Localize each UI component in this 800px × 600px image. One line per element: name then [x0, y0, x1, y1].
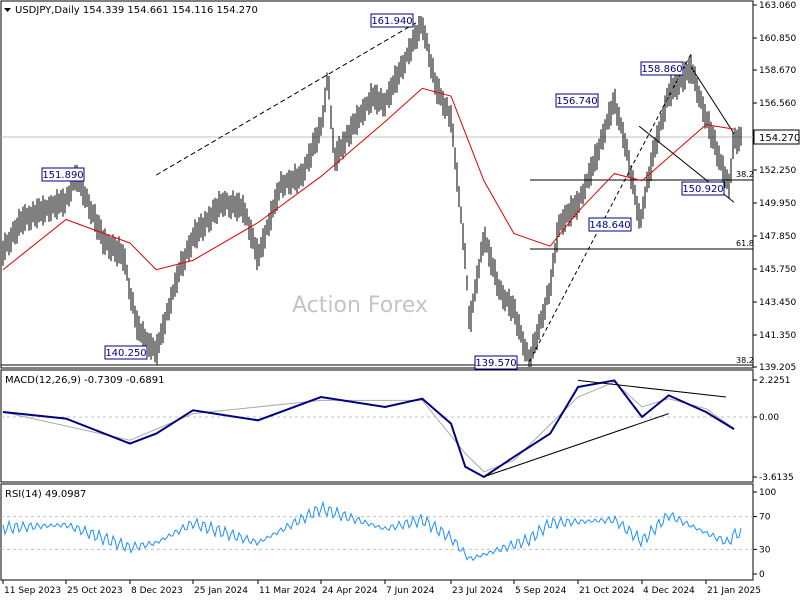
price-axis-label: 147.850 [759, 232, 796, 242]
macd-layer: 2.2251 0.00 -3.6135 [1, 376, 794, 483]
price-axis-label: 163.060 [759, 1, 796, 11]
dropdown-icon[interactable] [4, 8, 11, 12]
upper-channel-line [690, 66, 735, 134]
price-annotation-label: 139.570 [475, 358, 516, 369]
rsi-axis-label: 30 [759, 545, 771, 555]
price-annotation-label: 150.920 [682, 184, 723, 195]
macd-line [2, 379, 735, 479]
time-axis-label: 25 Oct 2023 [67, 586, 123, 596]
price-axis-label: 141.350 [759, 331, 796, 341]
time-axis-label: 5 Sep 2024 [515, 586, 567, 596]
macd-axis-label: 2.2251 [759, 376, 791, 386]
price-axis-label: 149.950 [759, 199, 796, 209]
rsi-axis-label: 0 [759, 570, 765, 580]
price-annotation-box [370, 13, 414, 28]
rsi-line [2, 500, 742, 562]
current-price-tag [753, 129, 800, 145]
time-axis-label: 23 Jul 2024 [452, 586, 503, 596]
price-annotation-box [555, 93, 599, 108]
time-axis-label: 24 Apr 2024 [322, 586, 378, 596]
price-annotation-box [41, 167, 85, 182]
time-axis-label: 8 Dec 2023 [131, 586, 183, 596]
price-axis-label: 156.560 [759, 99, 796, 109]
fib-level-label: 61.8 [736, 239, 754, 248]
time-axis-label: 21 Jan 2025 [707, 586, 761, 596]
moving-average-line [2, 87, 735, 271]
price-axis-label: 158.670 [759, 66, 796, 76]
price-axis-label: 143.450 [759, 298, 796, 308]
price-annotation-box [104, 345, 148, 360]
price-annotation-box [681, 181, 725, 196]
price-annotation-box [640, 61, 684, 76]
price-axis-label: 152.250 [759, 166, 796, 176]
price-annotation-label: 156.740 [556, 96, 597, 107]
upper-trendline [155, 20, 420, 176]
time-axis-label: 7 Jun 2024 [386, 586, 435, 596]
macd-panel-frame [0, 369, 754, 483]
price-annotation-label: 151.890 [42, 170, 83, 181]
price-annotation-label: 140.250 [105, 348, 146, 359]
macd-info: MACD(12,26,9) -0.7309 -0.6891 [5, 375, 165, 386]
macd-support-trendline [483, 413, 669, 478]
moving-average-layer [2, 87, 735, 271]
time-axis-label: 21 Oct 2024 [579, 586, 635, 596]
price-axis-label: 145.750 [759, 265, 796, 275]
macd-resistance-trendline [577, 379, 727, 398]
price-axis-label: 160.850 [759, 34, 796, 44]
fib-level-label: 38.2 [736, 170, 754, 179]
rsi-axis-label: 70 [759, 513, 771, 523]
rsi-panel-frame [0, 483, 754, 581]
main-info: USDJPY,Daily 154.339 154.661 154.116 154… [15, 5, 258, 16]
price-annotation-label: 148.640 [589, 220, 630, 231]
time-axis-layer: 11 Sep 2023 25 Oct 2023 8 Dec 2023 25 Jan 2… [2, 580, 761, 596]
rising-trendline [528, 53, 692, 362]
price-annotation-box [588, 217, 632, 232]
price-axis-label: 139.205 [759, 363, 796, 373]
time-axis-label: 4 Dec 2024 [643, 586, 695, 596]
main-panel-frame [0, 0, 754, 369]
price-annotation-label: 161.940 [371, 16, 412, 27]
rsi-axis-label: 100 [759, 488, 776, 498]
price-bars-layer [2, 15, 742, 367]
rsi-layer: 100 70 30 0 [1, 488, 776, 580]
price-annotation-label: 158.860 [641, 64, 682, 75]
watermark: Action Forex [292, 293, 428, 318]
time-axis-label: 11 Sep 2023 [4, 586, 61, 596]
current-price-label: 154.270 [759, 133, 800, 144]
macd-signal-line [2, 381, 735, 473]
macd-axis-label: -3.6135 [759, 473, 794, 483]
price-annotation-box [474, 355, 518, 370]
macd-axis-label: 0.00 [759, 413, 779, 423]
fib-level-label: 38.2 [736, 356, 754, 365]
price-axis-layer: 163.060 160.850 158.670 156.560 152.250 149.9… [753, 1, 796, 373]
time-axis-label: 11 Mar 2024 [259, 586, 316, 596]
time-axis-label: 25 Jan 2024 [194, 586, 248, 596]
rsi-info: RSI(14) 49.0987 [5, 489, 86, 500]
annotations-layer: 161.940 151.890 140.250 139.570 156.740 158.8… [41, 13, 754, 370]
